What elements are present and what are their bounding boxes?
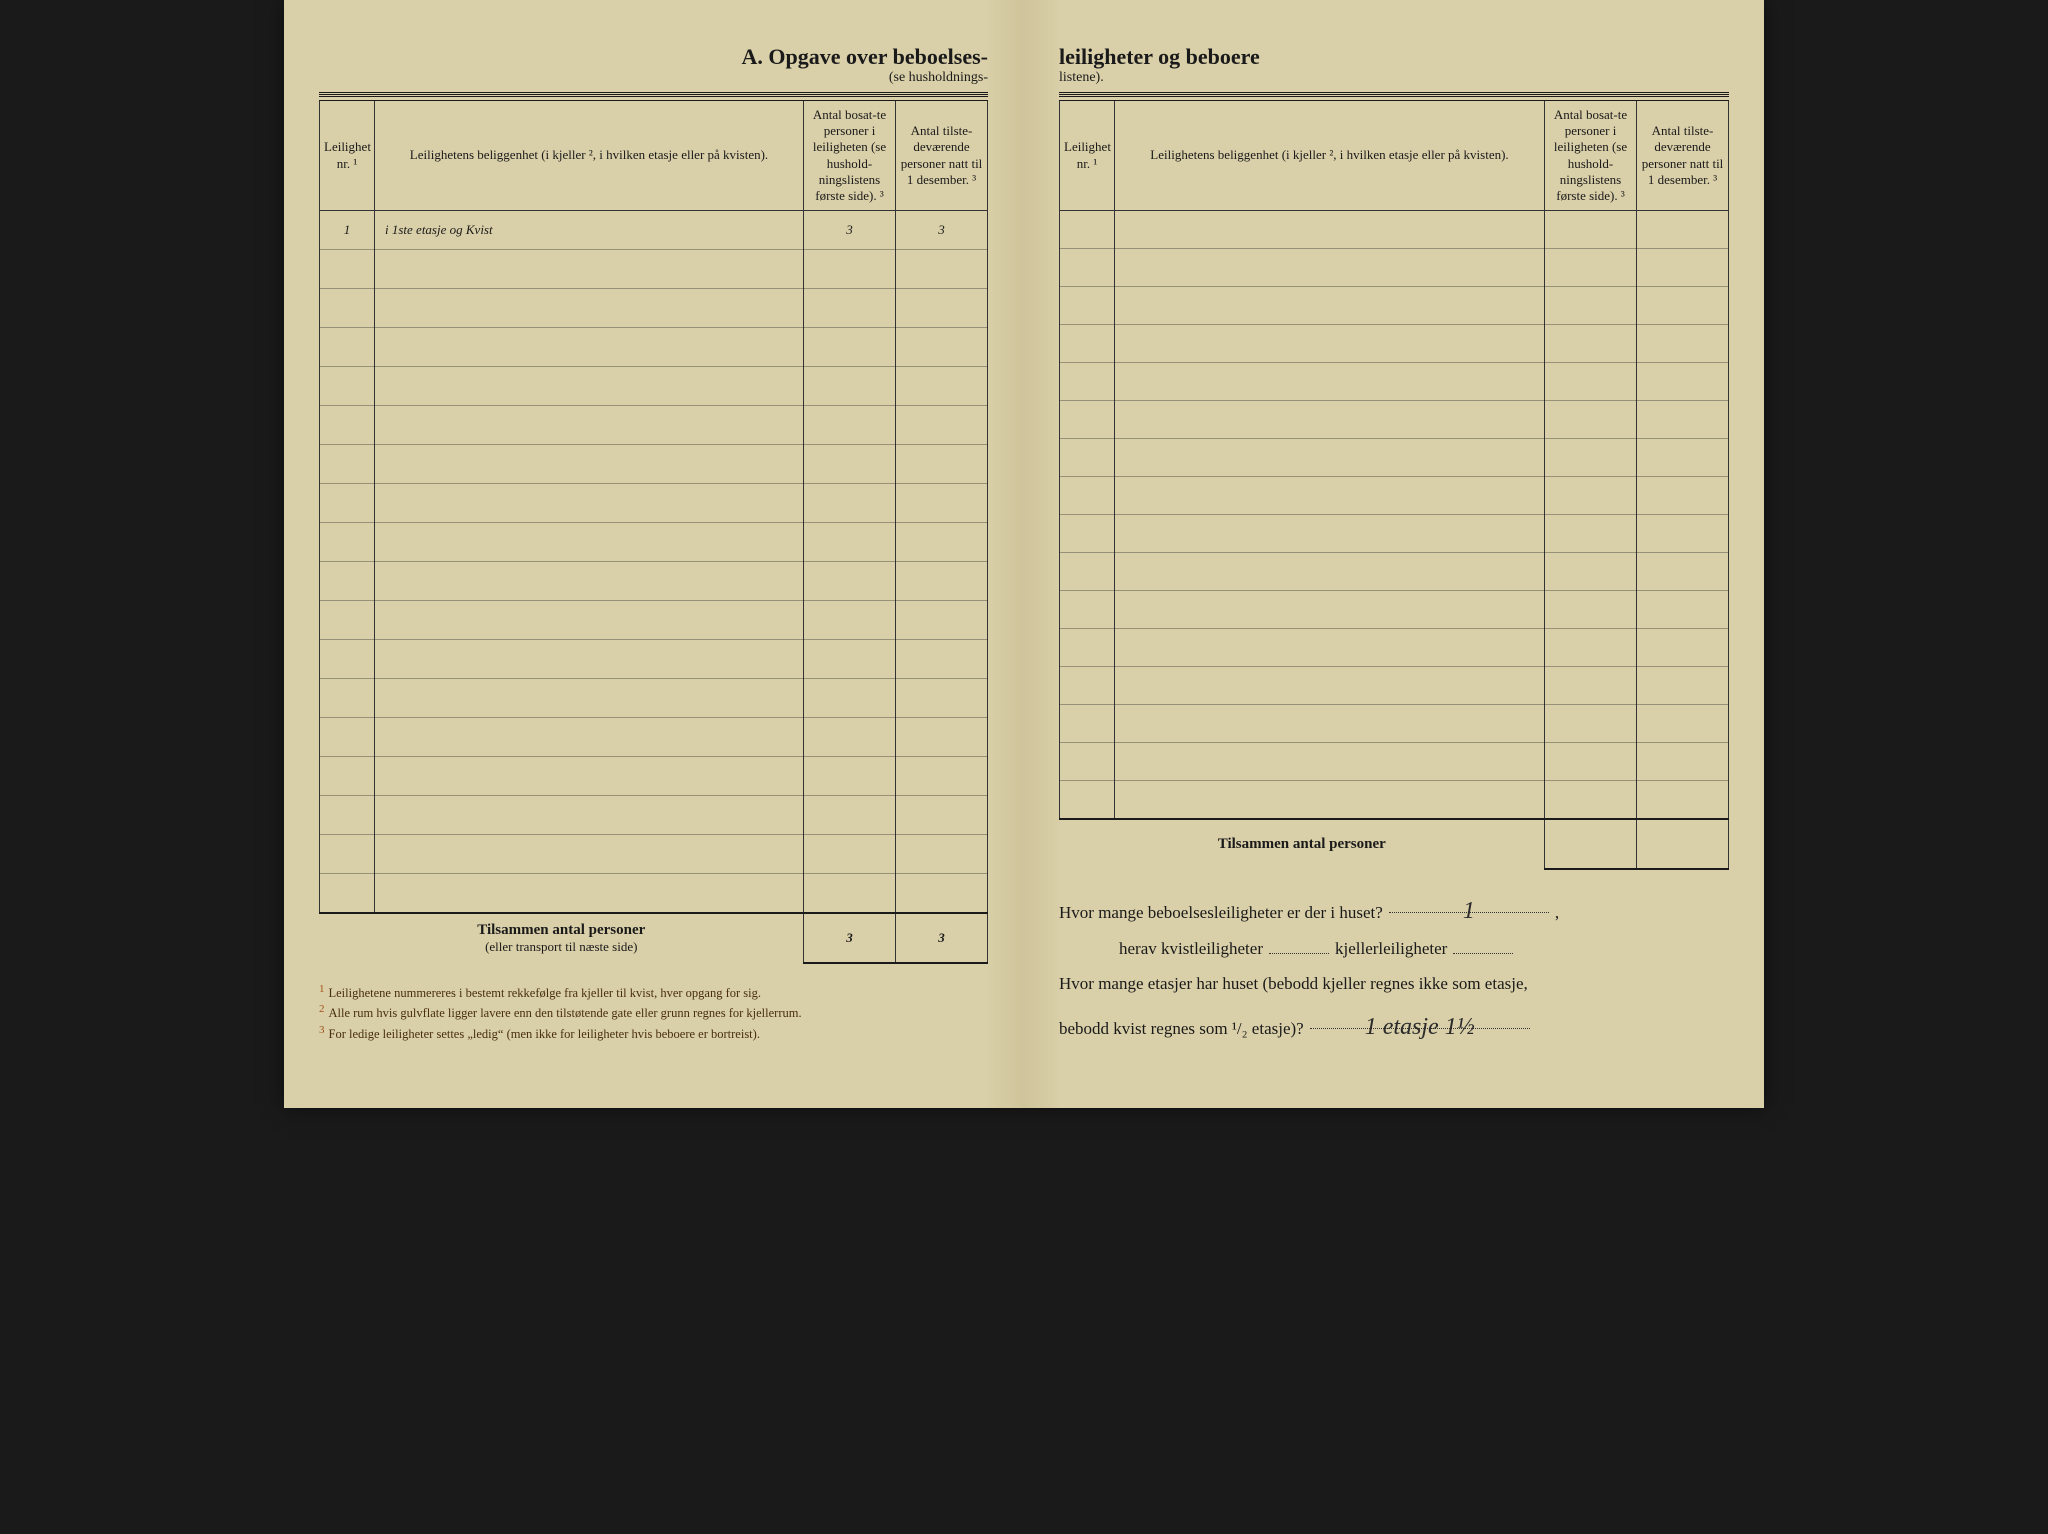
- table-right: Leilighet nr. ¹ Leilighetens beliggenhet…: [1059, 101, 1729, 870]
- table-row: [320, 484, 988, 523]
- totals-n2: 3: [896, 913, 988, 963]
- title-left: A. Opgave over beboelses-: [319, 30, 988, 70]
- table-row: [320, 562, 988, 601]
- q1: Hvor mange beboelsesleiligheter er der i…: [1059, 886, 1729, 931]
- q1-answer: 1: [1389, 886, 1549, 913]
- col-loc: Leilighetens beliggenhet (i kjeller ², i…: [1115, 101, 1545, 211]
- col-n1: Antal bosat-te personer i leiligheten (s…: [804, 101, 896, 211]
- subtitle-right: listene).: [1059, 70, 1729, 95]
- cell-nr: 1: [320, 211, 375, 250]
- q3-line1: Hvor mange etasjer har huset (bebodd kje…: [1059, 966, 1729, 1002]
- totals-n1: 3: [804, 913, 896, 963]
- table-row: [1060, 781, 1729, 820]
- footnote-2: 2Alle rum hvis gulvflate ligger lavere e…: [319, 1002, 988, 1022]
- totals-sub: (eller transport til næste side): [324, 939, 800, 955]
- col-n2: Antal tilste-deværende personer natt til…: [1637, 101, 1729, 211]
- table-row: [1060, 629, 1729, 667]
- table-row: 1i 1ste etasje og Kvist33: [320, 211, 988, 250]
- totals-label: Tilsammen antal personer: [324, 922, 800, 939]
- table-row: [320, 835, 988, 874]
- totals-n2-right: [1637, 819, 1729, 869]
- table-row: [320, 757, 988, 796]
- footnote-1: 1Leilighetene nummereres i bestemt rekke…: [319, 982, 988, 1002]
- page-left: A. Opgave over beboelses- (se husholdnin…: [284, 0, 1024, 1108]
- subtitle-left: (se husholdnings-: [319, 70, 988, 95]
- table-row: [320, 367, 988, 406]
- table-row: [320, 445, 988, 484]
- totals-label: Tilsammen antal personer: [1218, 836, 1386, 852]
- table-row: [1060, 705, 1729, 743]
- cell-n1: 3: [804, 211, 896, 250]
- table-left: Leilighet nr. ¹ Leilighetens beliggenhet…: [319, 101, 988, 964]
- q2-ans-a: [1269, 934, 1329, 954]
- questions: Hvor mange beboelsesleiligheter er der i…: [1059, 886, 1729, 1047]
- cell-n2: 3: [896, 211, 988, 250]
- cell-loc: i 1ste etasje og Kvist: [375, 211, 804, 250]
- footnote-3: 3For ledige leiligheter settes „ledig“ (…: [319, 1023, 988, 1043]
- table-header: Leilighet nr. ¹ Leilighetens beliggenhet…: [1060, 101, 1729, 211]
- totals-row-left: Tilsammen antal personer (eller transpor…: [320, 913, 988, 963]
- table-row: [320, 718, 988, 757]
- totals-n1-right: [1545, 819, 1637, 869]
- q2-ans-b: [1453, 934, 1513, 954]
- table-row: [1060, 515, 1729, 553]
- table-row: [320, 640, 988, 679]
- q2: herav kvistleiligheter kjellerleilighete…: [1059, 931, 1729, 967]
- title-right: leiligheter og beboere: [1059, 30, 1729, 70]
- table-row: [320, 289, 988, 328]
- table-row: [1060, 211, 1729, 249]
- table-row: [1060, 363, 1729, 401]
- table-row: [320, 796, 988, 835]
- table-row: [1060, 249, 1729, 287]
- table-header: Leilighet nr. ¹ Leilighetens beliggenhet…: [320, 101, 988, 211]
- totals-row-right: Tilsammen antal personer: [1060, 819, 1729, 869]
- col-loc: Leilighetens beliggenhet (i kjeller ², i…: [375, 101, 804, 211]
- table-row: [320, 601, 988, 640]
- q3-answer: 1 etasje 1½: [1310, 1002, 1530, 1029]
- table-row: [1060, 591, 1729, 629]
- table-row: [1060, 743, 1729, 781]
- table-row: [1060, 553, 1729, 591]
- page-right: leiligheter og beboere listene). Leiligh…: [1024, 0, 1764, 1108]
- table-row: [1060, 477, 1729, 515]
- q3-line2: bebodd kvist regnes som ¹/₂ etasje)? 1 e…: [1059, 1002, 1729, 1047]
- table-row: [320, 874, 988, 914]
- table-row: [320, 406, 988, 445]
- col-n1: Antal bosat-te personer i leiligheten (s…: [1545, 101, 1637, 211]
- col-n2: Antal tilste-deværende personer natt til…: [896, 101, 988, 211]
- document-spread: A. Opgave over beboelses- (se husholdnin…: [284, 0, 1764, 1108]
- col-nr: Leilighet nr. ¹: [1060, 101, 1115, 211]
- table-row: [320, 250, 988, 289]
- table-row: [1060, 667, 1729, 705]
- table-row: [320, 328, 988, 367]
- table-row: [1060, 439, 1729, 477]
- footnotes: 1Leilighetene nummereres i bestemt rekke…: [319, 982, 988, 1043]
- table-row: [320, 679, 988, 718]
- table-row: [320, 523, 988, 562]
- table-row: [1060, 325, 1729, 363]
- col-nr: Leilighet nr. ¹: [320, 101, 375, 211]
- table-row: [1060, 287, 1729, 325]
- table-row: [1060, 401, 1729, 439]
